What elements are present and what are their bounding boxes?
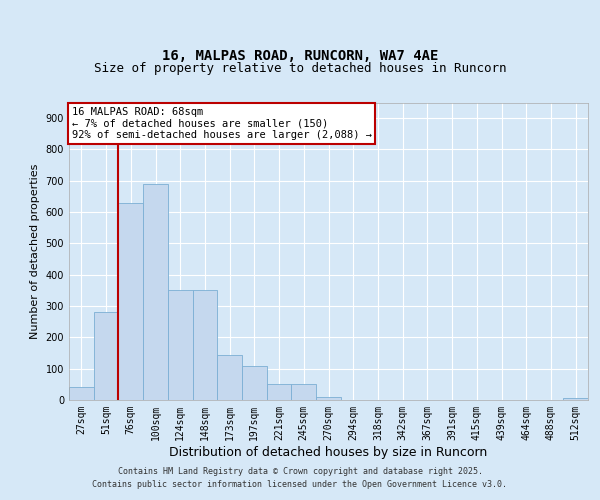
Bar	[316, 397, 341, 400]
Bar	[563, 398, 588, 400]
Text: Contains public sector information licensed under the Open Government Licence v3: Contains public sector information licen…	[92, 480, 508, 489]
Bar	[193, 290, 217, 400]
Bar	[69, 388, 94, 400]
Bar	[168, 290, 193, 400]
Bar	[217, 354, 242, 400]
Y-axis label: Number of detached properties: Number of detached properties	[30, 164, 40, 339]
Text: Contains HM Land Registry data © Crown copyright and database right 2025.: Contains HM Land Registry data © Crown c…	[118, 467, 482, 476]
Bar	[94, 312, 118, 400]
Text: Size of property relative to detached houses in Runcorn: Size of property relative to detached ho…	[94, 62, 506, 75]
Bar	[242, 366, 267, 400]
X-axis label: Distribution of detached houses by size in Runcorn: Distribution of detached houses by size …	[169, 446, 488, 458]
Text: 16 MALPAS ROAD: 68sqm
← 7% of detached houses are smaller (150)
92% of semi-deta: 16 MALPAS ROAD: 68sqm ← 7% of detached h…	[71, 107, 371, 140]
Bar	[143, 184, 168, 400]
Bar	[292, 384, 316, 400]
Bar	[118, 202, 143, 400]
Text: 16, MALPAS ROAD, RUNCORN, WA7 4AE: 16, MALPAS ROAD, RUNCORN, WA7 4AE	[162, 48, 438, 62]
Bar	[267, 384, 292, 400]
